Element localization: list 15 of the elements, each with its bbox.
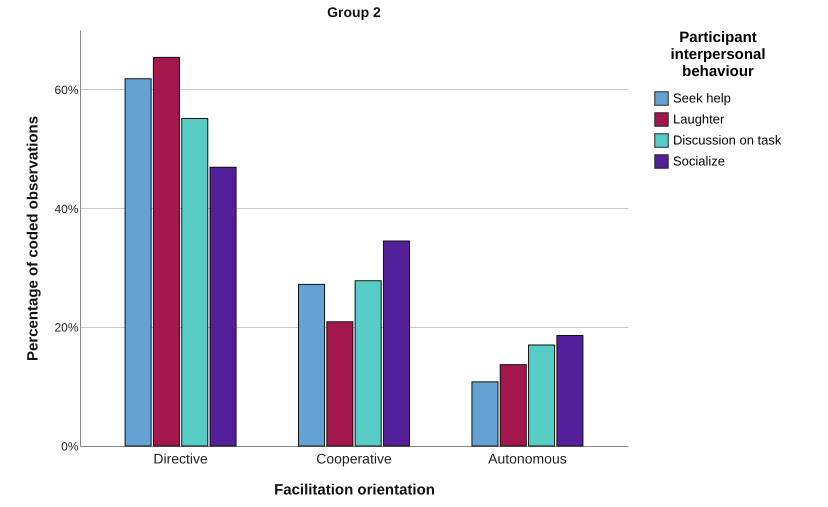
x-tick-label: Autonomous (488, 450, 567, 466)
y-tick-label: 60% (54, 82, 79, 97)
legend-label: Discussion on task (673, 132, 782, 148)
legend-title: Participant interpersonal behaviour (670, 29, 766, 80)
y-tick-label: 40% (54, 202, 79, 216)
legend-label: Seek help (673, 90, 731, 106)
x-tick-label: Cooperative (316, 450, 392, 466)
chart-title: Group 2 (327, 4, 382, 20)
legend-label: Socialize (673, 154, 726, 168)
y-tick-label: 0% (61, 440, 79, 454)
legend-label: Laughter (673, 112, 725, 126)
x-tick-label: Directive (153, 450, 208, 466)
y-tick-label: 20% (54, 320, 79, 335)
y-axis-title: Percentage of coded observations (24, 116, 42, 362)
x-axis-title: Facilitation orientation (274, 482, 435, 498)
